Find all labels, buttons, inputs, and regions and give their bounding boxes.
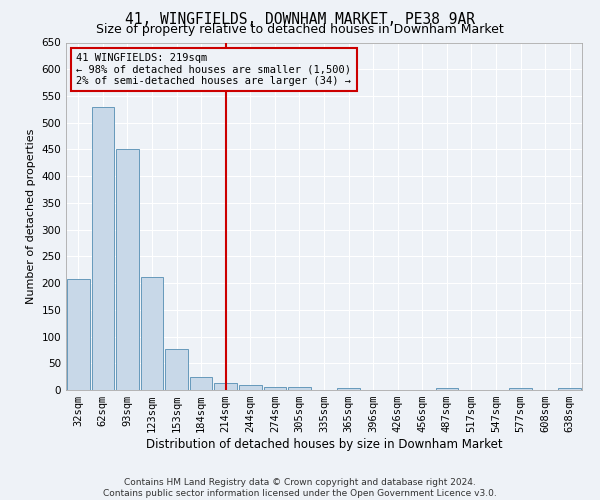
Bar bbox=[165, 350, 188, 390]
Bar bbox=[337, 388, 360, 390]
Text: 41 WINGFIELDS: 219sqm
← 98% of detached houses are smaller (1,500)
2% of semi-de: 41 WINGFIELDS: 219sqm ← 98% of detached … bbox=[76, 53, 352, 86]
Y-axis label: Number of detached properties: Number of detached properties bbox=[26, 128, 36, 304]
X-axis label: Distribution of detached houses by size in Downham Market: Distribution of detached houses by size … bbox=[146, 438, 502, 451]
Bar bbox=[239, 384, 262, 390]
Text: Size of property relative to detached houses in Downham Market: Size of property relative to detached ho… bbox=[96, 22, 504, 36]
Bar bbox=[509, 388, 532, 390]
Text: 41, WINGFIELDS, DOWNHAM MARKET, PE38 9AR: 41, WINGFIELDS, DOWNHAM MARKET, PE38 9AR bbox=[125, 12, 475, 28]
Bar bbox=[67, 280, 89, 390]
Bar bbox=[436, 388, 458, 390]
Bar bbox=[116, 150, 139, 390]
Bar bbox=[190, 376, 212, 390]
Text: Contains HM Land Registry data © Crown copyright and database right 2024.
Contai: Contains HM Land Registry data © Crown c… bbox=[103, 478, 497, 498]
Bar bbox=[263, 388, 286, 390]
Bar bbox=[140, 276, 163, 390]
Bar bbox=[559, 388, 581, 390]
Bar bbox=[288, 388, 311, 390]
Bar bbox=[214, 383, 237, 390]
Bar bbox=[92, 106, 114, 390]
